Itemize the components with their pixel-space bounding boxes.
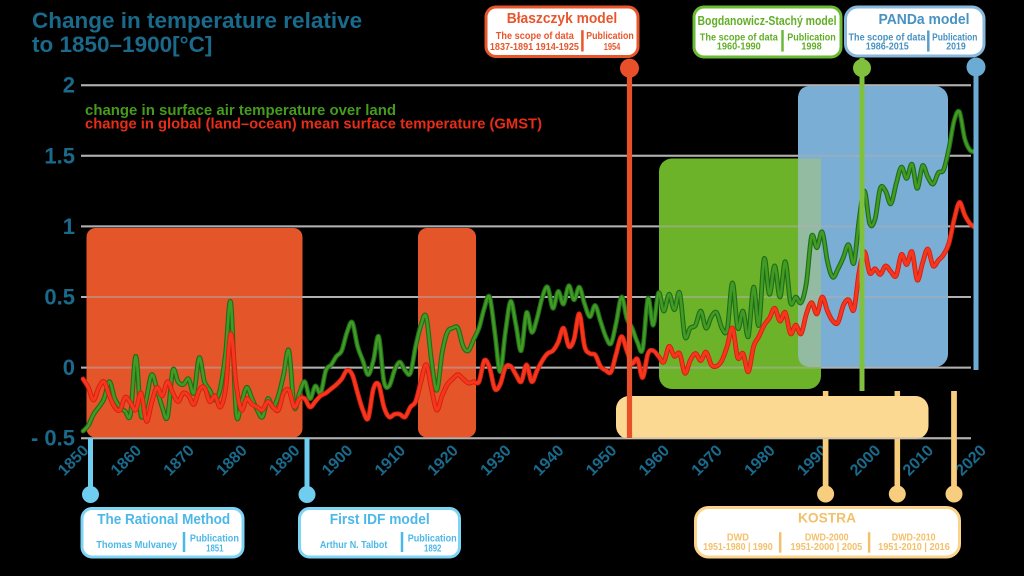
svg-text:1951-2000 | 2005: 1951-2000 | 2005 — [791, 542, 863, 553]
svg-text:The scope of data: The scope of data — [849, 32, 926, 43]
svg-text:The Rational Method: The Rational Method — [97, 512, 230, 528]
svg-text:PANDa model: PANDa model — [879, 12, 970, 28]
svg-text:KOSTRA: KOSTRA — [798, 511, 856, 526]
svg-text:2: 2 — [63, 73, 75, 98]
svg-text:DWD-2010: DWD-2010 — [892, 532, 936, 543]
svg-text:1998: 1998 — [801, 42, 822, 53]
svg-text:1954: 1954 — [604, 42, 621, 53]
svg-text:Bogdanowicz-Stachý model: Bogdanowicz-Stachý model — [698, 13, 837, 28]
svg-text:1.5: 1.5 — [44, 143, 75, 168]
svg-text:DWD: DWD — [727, 532, 749, 543]
svg-text:0: 0 — [63, 355, 75, 380]
svg-text:1: 1 — [63, 214, 75, 239]
svg-text:1837-1891 1914-1925: 1837-1891 1914-1925 — [490, 42, 579, 53]
svg-text:Publication: Publication — [190, 533, 239, 545]
svg-text:- 0.5: - 0.5 — [31, 426, 75, 451]
svg-text:Publication: Publication — [408, 533, 457, 545]
svg-text:Publication: Publication — [787, 33, 836, 44]
svg-text:change in surface air temperat: change in surface air temperature over l… — [85, 102, 396, 119]
svg-text:2019: 2019 — [946, 41, 966, 52]
svg-text:Change in temperature relative: Change in temperature relative — [32, 8, 362, 33]
svg-text:DWD-2000: DWD-2000 — [805, 532, 849, 543]
svg-text:The scope of data: The scope of data — [496, 31, 574, 42]
svg-text:Publication: Publication — [932, 32, 977, 43]
svg-text:Publication: Publication — [586, 31, 633, 42]
svg-text:Błaszczyk model: Błaszczyk model — [507, 11, 618, 27]
svg-text:0.5: 0.5 — [44, 285, 75, 310]
svg-text:First IDF model: First IDF model — [330, 512, 430, 528]
svg-text:1986-2015: 1986-2015 — [866, 41, 909, 52]
svg-text:1951-2010 | 2016: 1951-2010 | 2016 — [878, 542, 950, 553]
svg-text:change in global (land–ocean): change in global (land–ocean) mean surfa… — [85, 116, 542, 133]
svg-text:to 1850–1900[°C]: to 1850–1900[°C] — [32, 32, 212, 57]
svg-text:1892: 1892 — [424, 542, 442, 554]
svg-text:Arthur N. Talbot: Arthur N. Talbot — [320, 539, 388, 551]
svg-text:The scope of data: The scope of data — [700, 33, 778, 44]
svg-text:1960-1990: 1960-1990 — [717, 42, 761, 53]
svg-text:1951-1980 | 1990: 1951-1980 | 1990 — [703, 542, 773, 553]
svg-text:1851: 1851 — [206, 542, 224, 554]
svg-text:Thomas Mulvaney: Thomas Mulvaney — [96, 539, 177, 551]
